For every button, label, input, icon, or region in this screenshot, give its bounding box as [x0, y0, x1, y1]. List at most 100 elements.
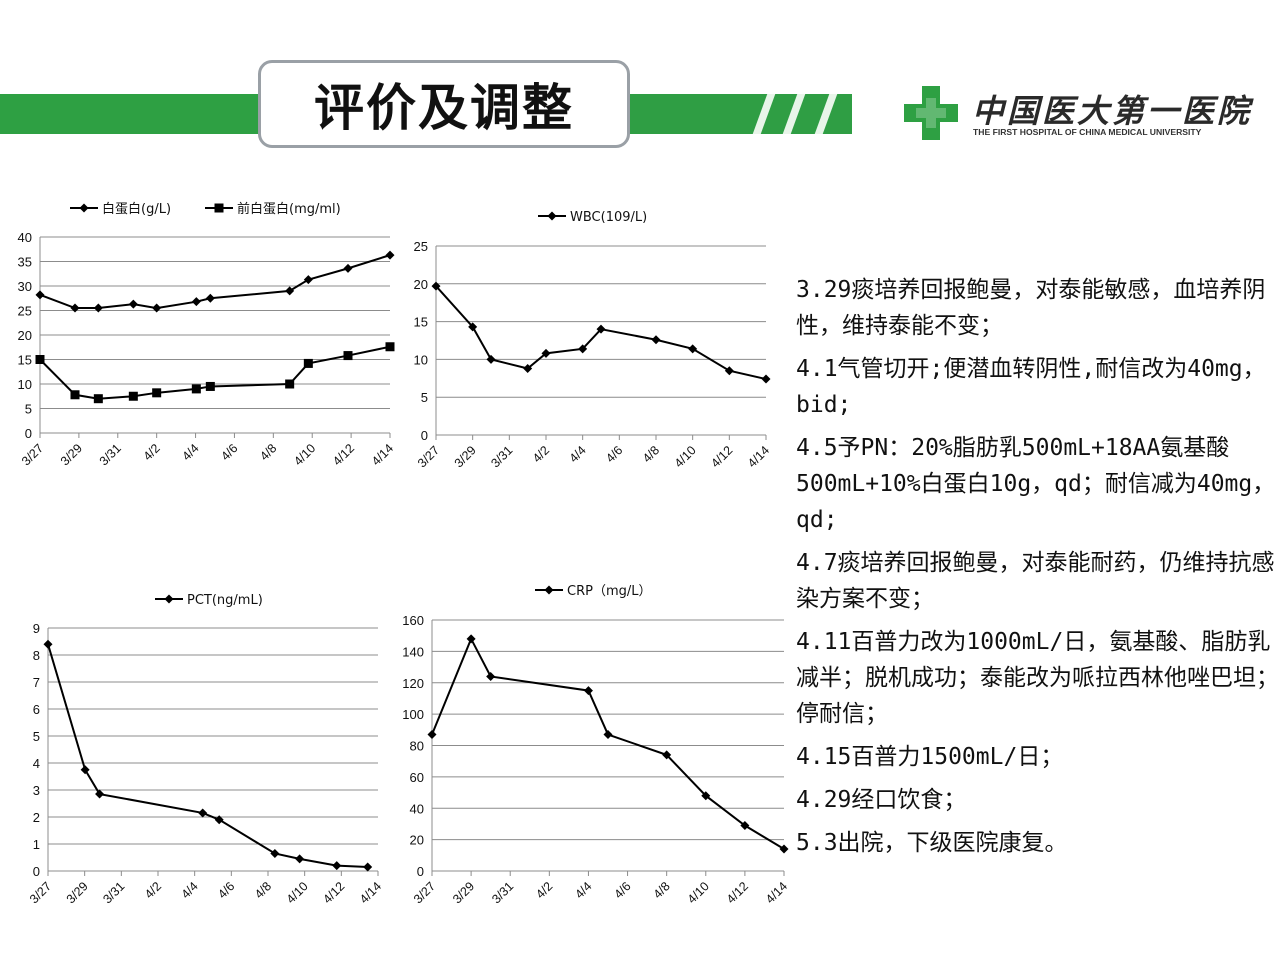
- data-point: [486, 354, 496, 364]
- data-point: [43, 639, 53, 649]
- y-tick-label: 20: [410, 833, 424, 848]
- note-item: 4.15百普力1500mL/日；: [796, 744, 1064, 770]
- x-tick-label: 4/14: [369, 441, 396, 468]
- y-tick-label: 40: [410, 801, 424, 816]
- note-item: 5.3出院，下级医院康复。: [796, 830, 1068, 856]
- y-tick-label: 5: [421, 390, 428, 405]
- x-tick-label: 4/14: [763, 879, 790, 906]
- x-tick-label: 4/6: [603, 443, 625, 465]
- data-point: [363, 862, 373, 872]
- header-band-right: [630, 94, 852, 134]
- y-tick-label: 120: [402, 676, 424, 691]
- y-tick-label: 15: [414, 315, 428, 330]
- x-tick-label: 4/10: [685, 879, 712, 906]
- data-point: [303, 358, 313, 368]
- y-tick-label: 25: [18, 304, 32, 319]
- x-tick-label: 4/6: [611, 879, 633, 901]
- legend-label: CRP（mg/L）: [567, 584, 652, 599]
- x-tick-label: 3/27: [27, 879, 54, 906]
- y-tick-label: 20: [414, 277, 428, 292]
- data-point: [198, 808, 208, 818]
- data-point: [285, 379, 295, 389]
- y-tick-label: 0: [33, 864, 40, 879]
- x-tick-label: 4/12: [708, 443, 735, 470]
- x-tick-label: 4/12: [320, 879, 347, 906]
- legend-label: 白蛋白(g/L): [102, 201, 171, 217]
- y-tick-label: 0: [421, 428, 428, 443]
- data-point: [761, 374, 771, 384]
- x-tick-label: 3/31: [488, 443, 515, 470]
- legend-marker: [164, 594, 174, 604]
- x-tick-label: 4/2: [141, 441, 163, 463]
- data-point: [35, 355, 45, 364]
- albumin-chart: 0 5 10 15 20 25 30 35 40 3/27 3/29 3/31 4/2 4/4 4/6 4/8…: [18, 201, 397, 468]
- x-tick-label: 3/29: [58, 441, 85, 468]
- series-line: [431, 636, 785, 850]
- note-item: 4.1气管切开;便潜血转阴性,耐信改为40mg，bid;: [796, 356, 1266, 418]
- data-point: [724, 366, 734, 376]
- y-tick-label: 10: [18, 377, 32, 392]
- series-line: [39, 345, 391, 400]
- data-point: [191, 297, 201, 307]
- data-point: [285, 286, 295, 296]
- legend-label: 前白蛋白(mg/ml): [237, 201, 341, 217]
- y-tick-label: 9: [33, 621, 40, 636]
- y-tick-label: 0: [25, 426, 32, 441]
- page-title: 评价及调整: [314, 79, 574, 137]
- x-tick-label: 4/4: [567, 443, 589, 465]
- note-item: 4.7痰培养回报鲍曼，对泰能耐药，仍维持抗感染方案不变；: [796, 550, 1275, 612]
- x-tick-label: 3/27: [415, 443, 442, 470]
- y-tick-label: 1: [33, 837, 40, 852]
- data-point: [128, 299, 138, 309]
- data-point: [701, 791, 711, 801]
- data-point: [541, 348, 551, 358]
- data-point: [343, 351, 353, 361]
- data-point: [303, 275, 313, 285]
- x-tick-label: 4/8: [651, 879, 673, 901]
- data-point: [523, 363, 533, 373]
- x-tick-label: 3/29: [450, 879, 477, 906]
- crp-chart: 0 20 40 60 80 100 120 140 160 3/27 3/29 3/31 4/2 4/4 4…: [402, 584, 790, 906]
- x-tick-label: 4/14: [745, 443, 772, 470]
- pct-chart: 0 1 2 3 4 5 6 7 8 9 3/27 3/29 3/31 4/2 4/4 4/6 4/8 4/10 4/…: [27, 593, 384, 906]
- x-tick-label: 4/2: [533, 879, 555, 901]
- data-point: [332, 861, 342, 871]
- data-point: [688, 344, 698, 354]
- data-point: [596, 324, 606, 334]
- data-point: [205, 293, 215, 303]
- data-point: [486, 671, 496, 681]
- y-tick-label: 100: [402, 707, 424, 722]
- x-tick-label: 3/31: [489, 879, 516, 906]
- logo-chinese: 中国医大第一医院: [972, 92, 1253, 130]
- data-point: [95, 789, 105, 799]
- x-tick-label: 4/12: [330, 441, 357, 468]
- legend-label: PCT(ng/mL): [187, 593, 263, 608]
- data-point: [70, 303, 80, 313]
- data-point: [295, 854, 305, 864]
- x-tick-label: 4/6: [215, 879, 237, 901]
- y-tick-label: 5: [25, 402, 32, 417]
- y-tick-label: 5: [33, 729, 40, 744]
- data-point: [431, 281, 441, 291]
- x-tick-label: 4/8: [252, 879, 274, 901]
- title-box: 评价及调整: [258, 60, 630, 148]
- y-tick-label: 10: [414, 352, 428, 367]
- data-point: [385, 250, 395, 260]
- data-point: [740, 821, 750, 831]
- data-point: [779, 844, 789, 854]
- x-tick-label: 4/8: [640, 443, 662, 465]
- data-point: [93, 394, 103, 404]
- data-point: [214, 815, 224, 825]
- header-band-left: [0, 94, 260, 134]
- note-item: 4.11百普力改为1000mL/日，氨基酸、脂肪乳减半；脱机成功；泰能改为哌拉西…: [796, 629, 1279, 727]
- x-tick-label: 4/12: [724, 879, 751, 906]
- x-tick-label: 3/29: [64, 879, 91, 906]
- data-point: [191, 384, 201, 394]
- y-tick-label: 40: [18, 230, 32, 245]
- data-point: [70, 390, 80, 400]
- data-point: [93, 303, 103, 313]
- note-item: 3.29痰培养回报鲍曼，对泰能敏感，血培养阴性，维持泰能不变；: [796, 277, 1266, 339]
- data-point: [578, 344, 588, 354]
- y-tick-label: 25: [414, 239, 428, 254]
- y-tick-label: 80: [410, 739, 424, 754]
